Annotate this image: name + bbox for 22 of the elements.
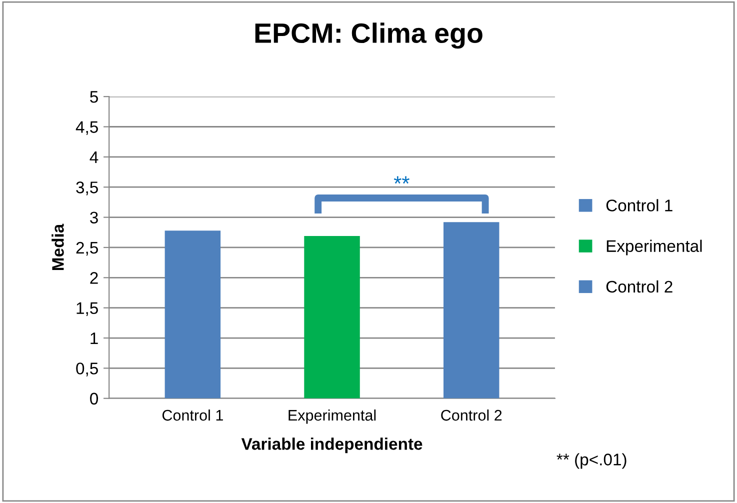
chart-title: EPCM: Clima ego: [255, 22, 482, 49]
y-tick-label: 2,5: [76, 242, 98, 256]
y-tick-label: 0,5: [76, 362, 98, 376]
x-tick-label: Control 2: [441, 409, 502, 421]
y-tick-label: 4,5: [76, 121, 98, 135]
y-tick-label: 3: [90, 212, 98, 224]
legend-label: Control 2: [606, 280, 672, 293]
y-tick-label: 0: [90, 392, 98, 405]
legend-label: Control 1: [606, 199, 672, 212]
text: ** (p<.01): [556, 453, 626, 469]
y-tick-label: 5: [90, 91, 98, 103]
x-tick-label: Control 1: [162, 409, 223, 421]
y-tick-label: 2: [90, 272, 98, 284]
annotation: **: [394, 176, 410, 184]
y-tick-label: 3,5: [76, 182, 98, 196]
y-tick-label: 1,5: [76, 302, 98, 316]
y-tick-label: 1: [90, 332, 98, 344]
x-tick-label: Experimental: [288, 409, 376, 424]
x-axis-title: Variable independiente: [241, 438, 422, 454]
y-axis-title: Media: [52, 224, 64, 270]
y-tick-label: 4: [90, 152, 98, 163]
legend-label: Experimental: [606, 240, 702, 256]
